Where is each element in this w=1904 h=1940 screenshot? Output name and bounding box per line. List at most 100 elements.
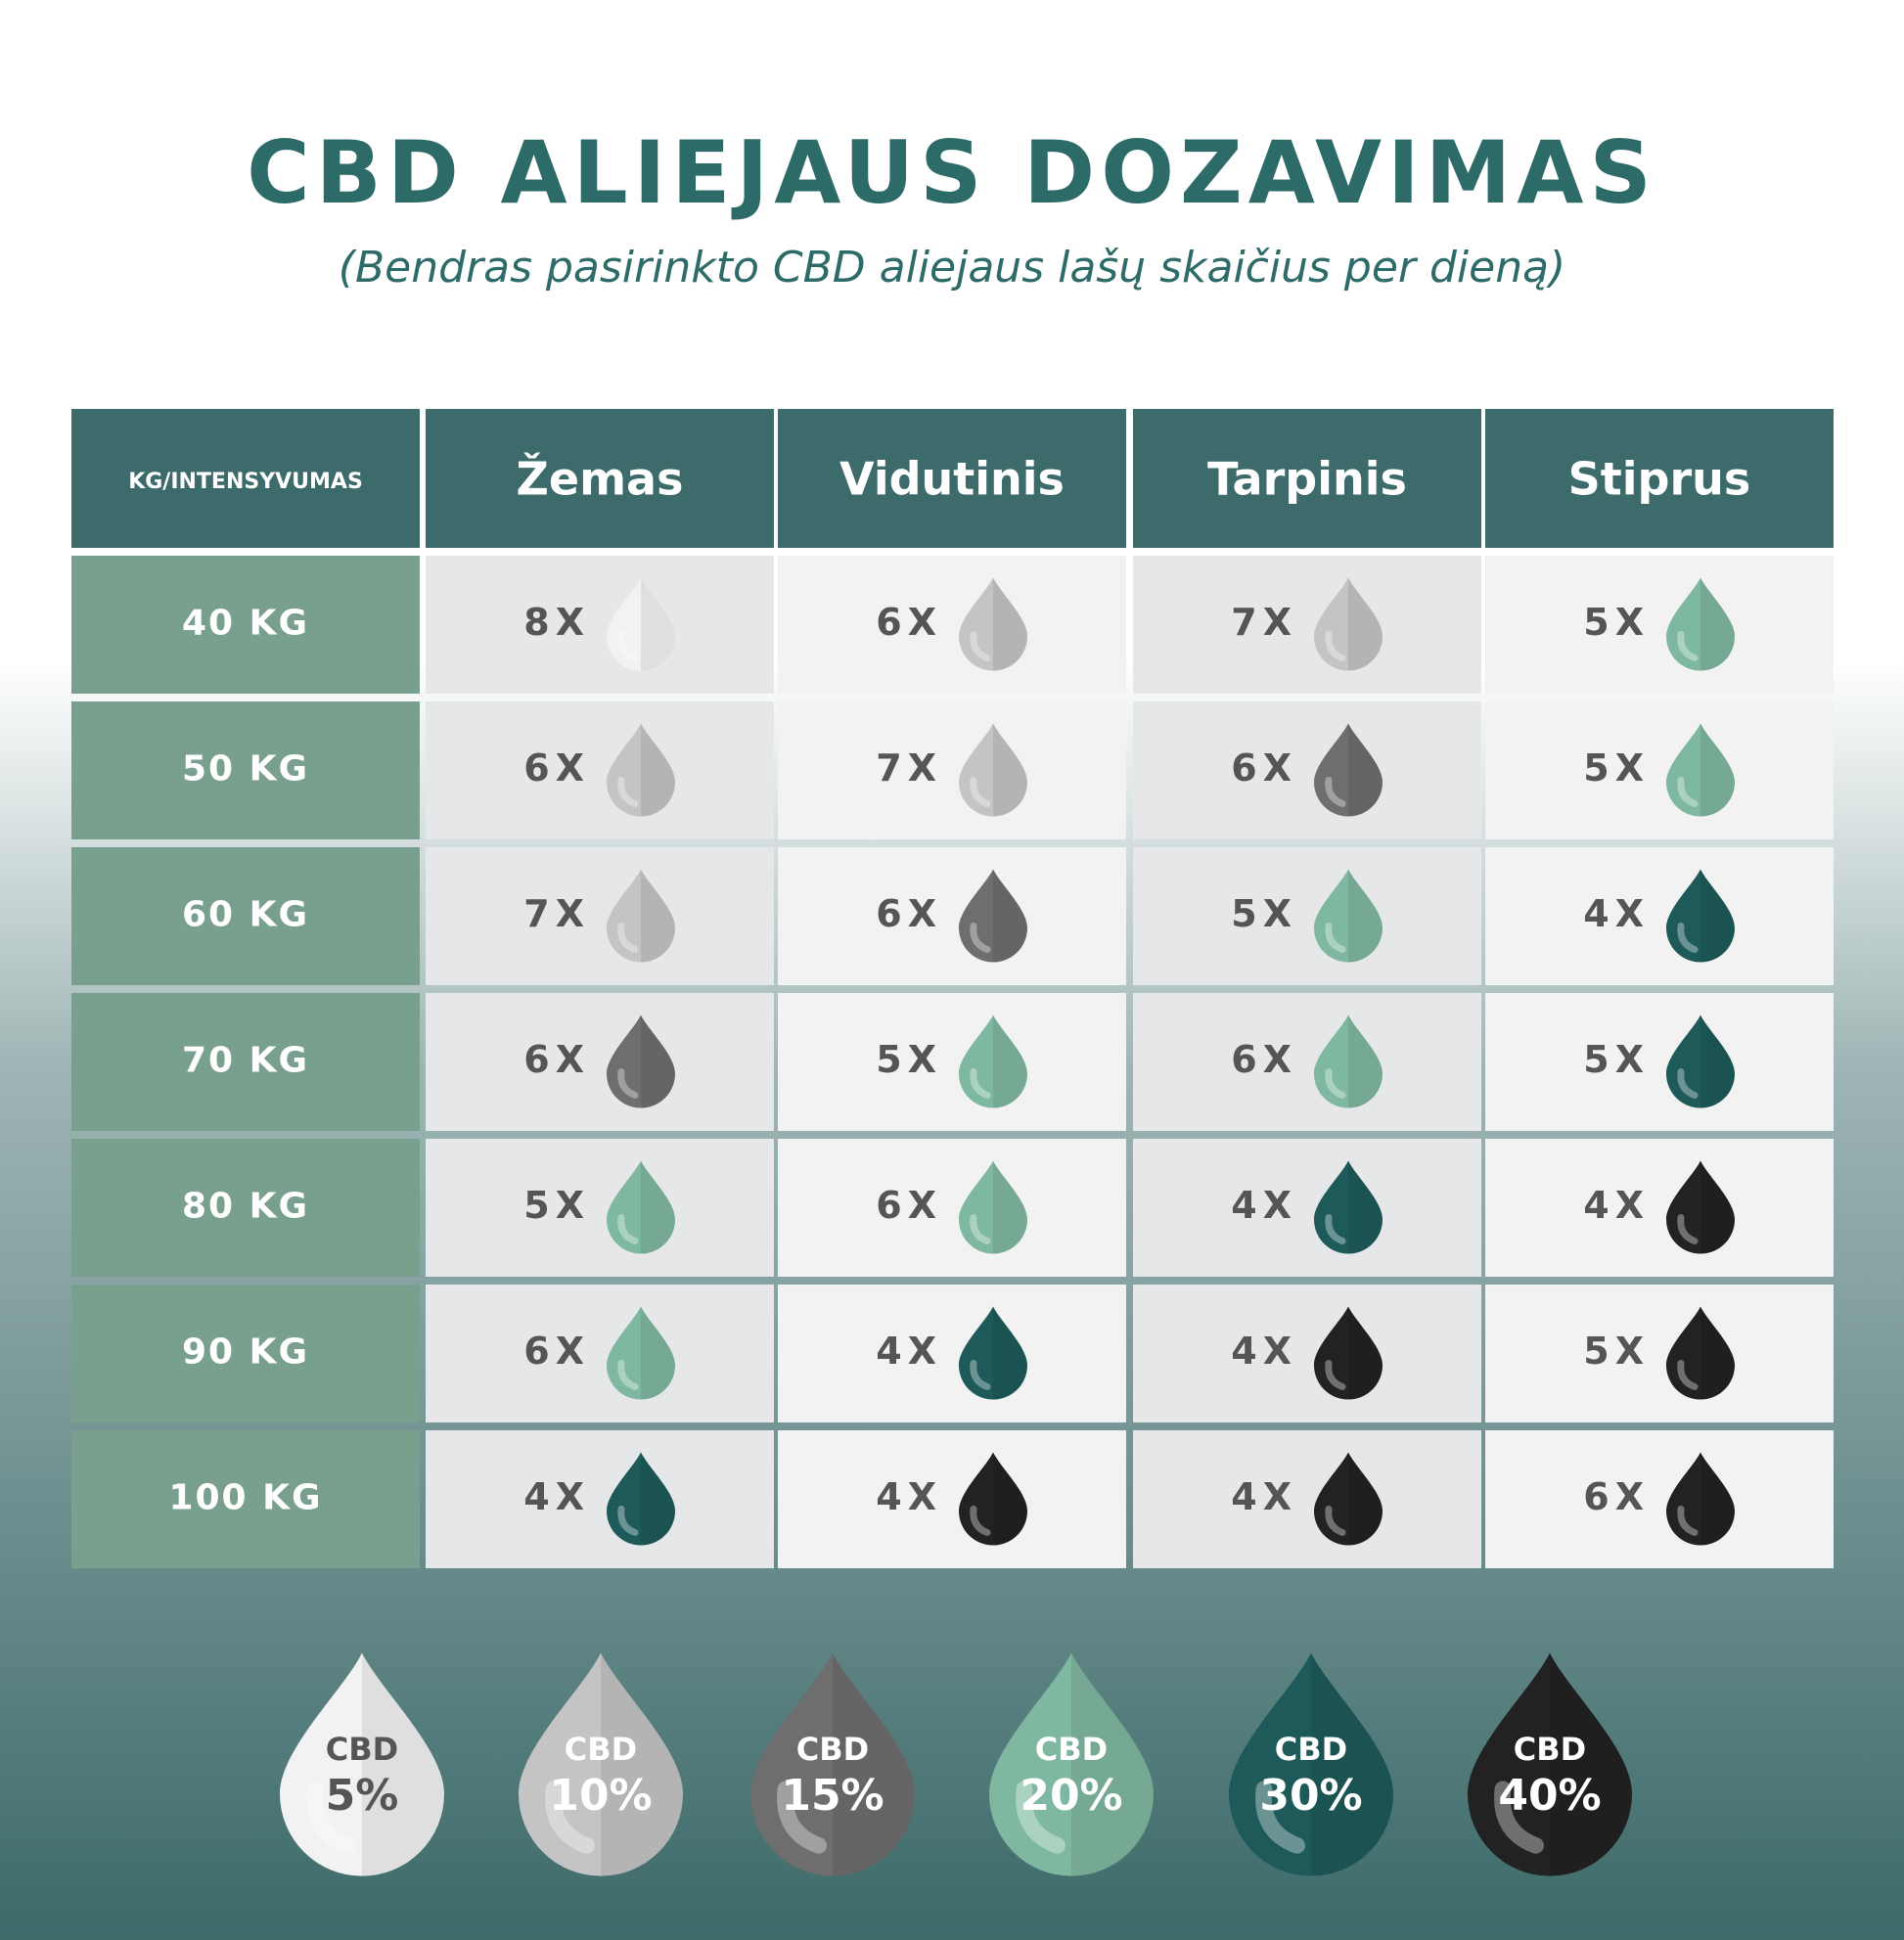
drop-shade [993,723,1027,817]
drop-highlight [617,923,639,953]
drop-highlight [970,777,991,807]
drop [1666,577,1735,671]
drop [280,1652,444,1876]
drop [519,1652,683,1876]
drop-highlight [617,1360,639,1390]
data-cell [426,993,774,1131]
legend-label: CBD [1514,1731,1586,1768]
drop-shade [993,1015,1027,1108]
drop-shade [1700,1015,1735,1108]
column-header: Vidutinis [839,453,1065,506]
data-cell [778,701,1126,839]
drop-highlight [970,1068,991,1099]
dose-text: 4X [1231,1330,1297,1373]
drop [1666,869,1735,963]
column-header: Tarpinis [1207,453,1407,506]
row-label: 50 KG [182,749,309,790]
drop [1666,1306,1735,1400]
drop-body [607,1306,675,1400]
row-label-cell [71,993,420,1131]
drop-body [1314,1452,1383,1546]
drop-body [1666,1015,1735,1108]
legend-value: 15% [781,1771,884,1821]
drop [1666,1160,1735,1254]
drop [959,1015,1027,1108]
drop-highlight [970,1360,991,1390]
dose-text: 5X [1231,892,1297,935]
header-cell [778,409,1126,548]
data-cell [426,1285,774,1422]
drop-highlight [1016,1781,1065,1854]
header-cell [1133,409,1481,548]
drop [1666,723,1735,817]
row-label-cell [71,701,420,839]
drop [1314,869,1383,963]
column-header: Stiprus [1568,453,1751,506]
drop-highlight [1677,1068,1699,1099]
drop [959,1306,1027,1400]
drop-body [959,1452,1027,1546]
drop-highlight [617,777,639,807]
drop-body [1314,1160,1383,1254]
drop-highlight [1255,1781,1305,1854]
data-cell [426,847,774,985]
drop-highlight [1325,1214,1346,1244]
data-cell [1485,1139,1834,1277]
drop-body [1666,1452,1735,1546]
drop-shade [993,1160,1027,1254]
drop-shade [641,1452,675,1546]
drop-body [519,1652,683,1876]
drop-body [1666,869,1735,963]
drop-highlight [1677,1214,1699,1244]
dose-text: 5X [1583,746,1650,790]
drop [1666,1015,1735,1108]
subtitle: (Bendras pasirinkto CBD aliejaus lašų sk… [339,243,1565,293]
drop-body [1666,1160,1735,1254]
drop-shade [1071,1652,1154,1876]
drop-highlight [306,1781,356,1854]
dose-text: 6X [876,892,942,935]
drop [1468,1652,1632,1876]
dose-text: 4X [1583,1184,1650,1227]
drop-body [959,1306,1027,1400]
drop [1314,1160,1383,1254]
drop [989,1652,1154,1876]
dose-text: 6X [876,1184,942,1227]
data-cell [1133,847,1481,985]
drop [607,869,675,963]
legend-label: CBD [326,1731,398,1768]
data-cell [1133,993,1481,1131]
drop [1314,577,1383,671]
drop-highlight [1325,631,1346,661]
drop-shade [993,577,1027,671]
drop [1314,1452,1383,1546]
dose-text: 7X [523,892,590,935]
data-cell [778,993,1126,1131]
drop-shade [1311,1652,1393,1876]
drop-body [959,577,1027,671]
row-label: 40 KG [182,604,309,644]
data-cell [1485,1430,1834,1568]
drop-body [1666,1306,1735,1400]
drop-highlight [1494,1781,1544,1854]
drop-shade [1348,869,1383,963]
drop-highlight [545,1781,595,1854]
dose-text: 6X [523,746,590,790]
dose-text: 6X [523,1330,590,1373]
dose-text: 4X [876,1330,942,1373]
drop-body [607,723,675,817]
drop-shade [601,1652,683,1876]
dose-text: 4X [876,1475,942,1518]
row-label: 70 KG [182,1041,309,1081]
drop-shade [1348,1306,1383,1400]
drop-body [607,869,675,963]
header-cell [426,409,774,548]
drop-highlight [970,923,991,953]
dose-text: 5X [876,1038,942,1081]
data-cell [1485,993,1834,1131]
drop-shade [641,869,675,963]
drop-shade [641,1015,675,1108]
drop-shade [1348,723,1383,817]
drop [959,577,1027,671]
drop-highlight [1677,631,1699,661]
